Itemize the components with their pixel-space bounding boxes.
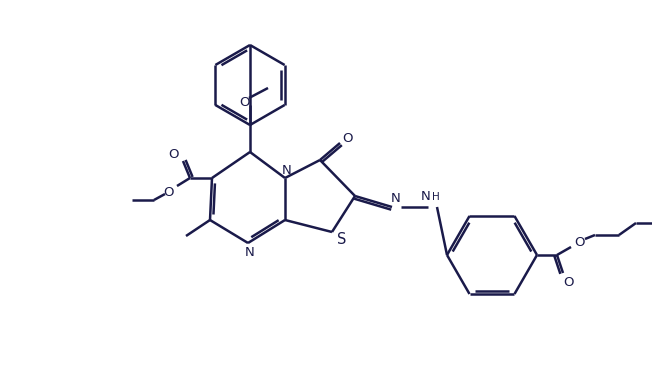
Text: O: O bbox=[240, 97, 250, 109]
Text: H: H bbox=[432, 192, 440, 202]
Text: N: N bbox=[245, 246, 255, 259]
Text: N: N bbox=[391, 191, 401, 205]
Text: O: O bbox=[564, 276, 574, 290]
Text: O: O bbox=[343, 131, 353, 145]
Text: S: S bbox=[337, 232, 347, 247]
Text: N: N bbox=[282, 164, 292, 176]
Text: N: N bbox=[421, 190, 431, 203]
Text: O: O bbox=[164, 186, 174, 198]
Text: O: O bbox=[169, 147, 179, 161]
Text: O: O bbox=[575, 235, 585, 249]
